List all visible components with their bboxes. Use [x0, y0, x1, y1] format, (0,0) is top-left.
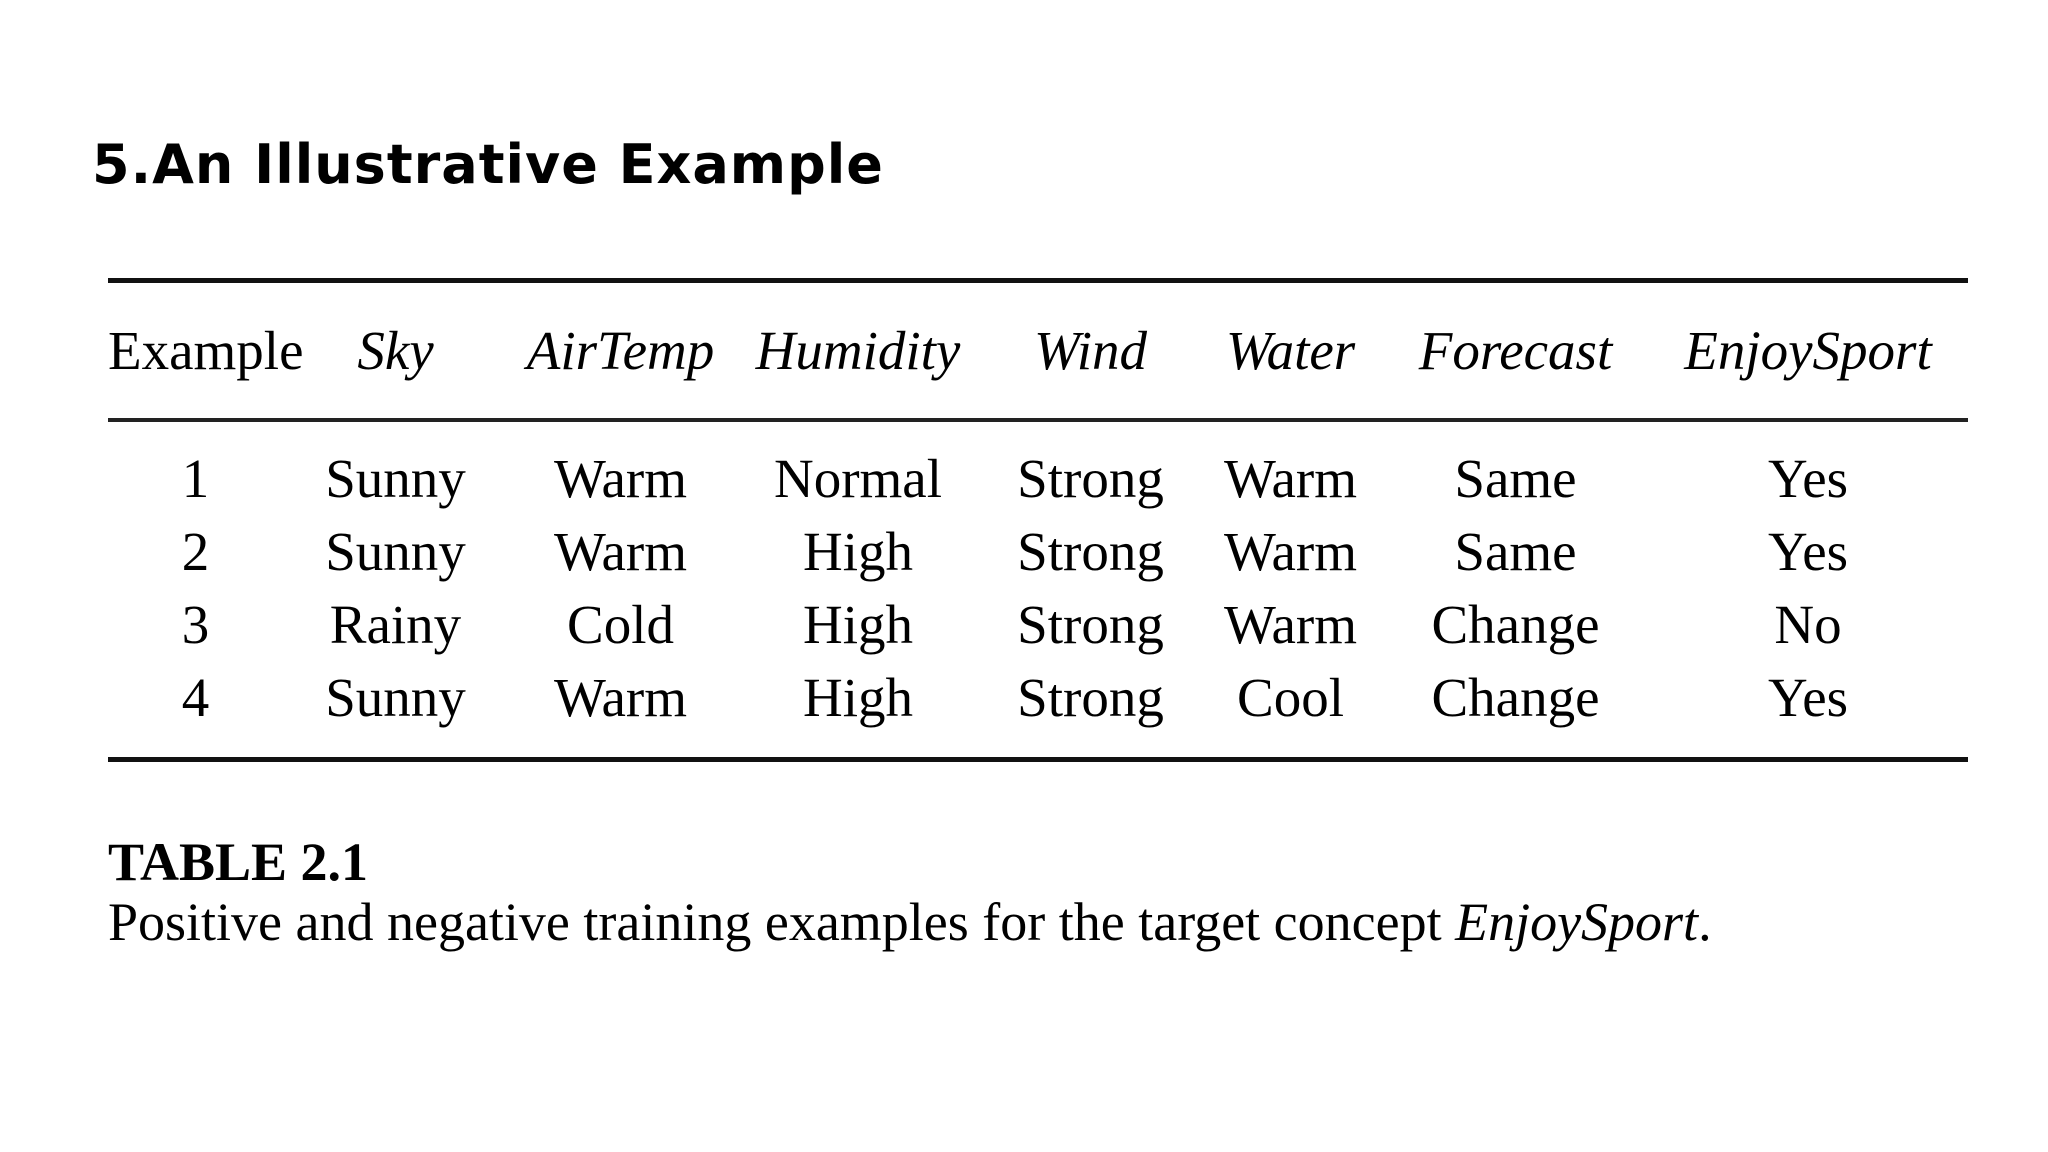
- cell-enjoysport: Yes: [1767, 521, 1849, 582]
- table-row: 2 Sunny Warm High Strong Warm Same Yes: [108, 515, 1968, 588]
- cell-humidity: High: [803, 594, 913, 655]
- cell-enjoysport: Yes: [1767, 667, 1849, 728]
- cell-airtemp: Warm: [553, 667, 687, 728]
- caption-text-prefix: Positive and negative training examples …: [108, 891, 1456, 952]
- table-row: 4 Sunny Warm High Strong Cool Change Yes: [108, 661, 1968, 734]
- cell-enjoysport: Yes: [1767, 448, 1849, 509]
- column-header-wind: Wind: [1033, 320, 1148, 381]
- caption-concept: EnjoySport: [1455, 891, 1699, 952]
- cell-humidity: High: [803, 521, 913, 582]
- cell-example: 1: [181, 448, 210, 509]
- table-top-rule: [108, 278, 1968, 283]
- training-examples-table: Example Sky AirTemp Humidity Wind Water …: [108, 283, 1968, 757]
- table-bottom-rule: [108, 757, 1968, 762]
- slide-title: 5.An Illustrative Example: [92, 133, 884, 196]
- column-header-sky: Sky: [357, 320, 434, 381]
- cell-water: Warm: [1223, 521, 1357, 582]
- table-figure: Example Sky AirTemp Humidity Wind Water …: [108, 278, 1968, 953]
- cell-forecast: Change: [1431, 594, 1600, 655]
- cell-example: 3: [181, 594, 210, 655]
- cell-forecast: Same: [1454, 448, 1577, 509]
- cell-forecast: Change: [1431, 667, 1600, 728]
- caption-text: Positive and negative training examples …: [108, 891, 1968, 953]
- cell-sky: Sunny: [325, 667, 466, 728]
- cell-wind: Strong: [1017, 448, 1164, 509]
- cell-humidity: Normal: [773, 448, 942, 509]
- cell-sky: Rainy: [329, 594, 462, 655]
- cell-sky: Sunny: [325, 448, 466, 509]
- cell-airtemp: Warm: [553, 448, 687, 509]
- caption-label: TABLE 2.1: [108, 832, 369, 892]
- cell-water: Warm: [1223, 448, 1357, 509]
- cell-forecast: Same: [1454, 521, 1577, 582]
- cell-water: Cool: [1237, 667, 1344, 728]
- column-header-airtemp: AirTemp: [526, 320, 715, 381]
- column-header-humidity: Humidity: [755, 320, 961, 381]
- cell-water: Warm: [1223, 594, 1357, 655]
- cell-humidity: High: [803, 667, 913, 728]
- cell-airtemp: Warm: [553, 521, 687, 582]
- header-rule: [108, 418, 1968, 442]
- column-header-example: Example: [108, 320, 304, 381]
- cell-airtemp: Cold: [567, 594, 674, 655]
- column-header-forecast: Forecast: [1418, 320, 1613, 381]
- cell-wind: Strong: [1017, 521, 1164, 582]
- cell-wind: Strong: [1017, 594, 1164, 655]
- cell-sky: Sunny: [325, 521, 466, 582]
- table-header-row: Example Sky AirTemp Humidity Wind Water …: [108, 283, 1968, 420]
- caption-text-suffix: .: [1698, 891, 1712, 952]
- table-row: 3 Rainy Cold High Strong Warm Change No: [108, 588, 1968, 661]
- cell-example: 2: [181, 521, 210, 582]
- column-header-water: Water: [1225, 320, 1356, 381]
- cell-wind: Strong: [1017, 667, 1164, 728]
- table-caption: TABLE 2.1 Positive and negative training…: [108, 834, 1968, 953]
- table-row: 1 Sunny Warm Normal Strong Warm Same Yes: [108, 442, 1968, 515]
- cell-example: 4: [181, 667, 210, 728]
- cell-enjoysport: No: [1774, 594, 1842, 655]
- column-header-enjoysport: EnjoySport: [1684, 320, 1932, 381]
